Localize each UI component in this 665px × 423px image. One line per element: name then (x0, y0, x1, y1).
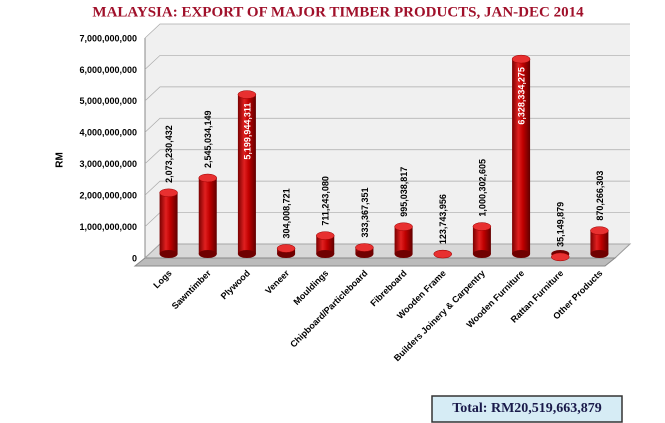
y-tick-label: 6,000,000,000 (79, 65, 137, 75)
y-tick-label: 2,000,000,000 (79, 191, 137, 201)
value-label: 1,000,302,605 (477, 159, 487, 217)
grid-line (144, 180, 630, 196)
grid-line (144, 86, 630, 102)
bar (512, 59, 531, 254)
bar-top (316, 231, 335, 240)
bar-top (511, 54, 531, 64)
floor-edge (133, 257, 617, 267)
bar-base (198, 250, 217, 258)
bar-top (237, 90, 257, 99)
grid-line (144, 149, 630, 164)
y-tick-label: 4,000,000,000 (79, 128, 137, 138)
bar-base (355, 250, 374, 258)
bar (159, 192, 178, 254)
x-tick-label: Chipboard/Particleboard (288, 268, 369, 349)
grid-line (144, 23, 630, 39)
y-tick-label: 5,000,000,000 (79, 96, 137, 106)
value-label: 5,199,944,311 (242, 103, 252, 160)
bar (590, 230, 609, 254)
y-tick-label: 7,000,000,000 (79, 33, 137, 43)
value-label: 123,743,956 (438, 194, 448, 244)
bar-base (237, 250, 256, 258)
bar-top (551, 252, 570, 262)
total: Total: RM20,519,663,879 (452, 401, 602, 416)
x-tick-label: Logs (151, 268, 173, 290)
back-wall (145, 24, 630, 258)
bar (316, 235, 335, 254)
x-tick-label: Fibreboard (368, 268, 408, 308)
y-tick-label: 0 (132, 253, 137, 263)
chart-title: MALAYSIA: EXPORT OF MAJOR TIMBER PRODUCT… (92, 4, 584, 20)
bar-base (316, 250, 335, 258)
grid-line (144, 117, 630, 133)
bar-base (394, 250, 413, 258)
bar-base (590, 250, 609, 258)
value-label: 2,073,230,432 (164, 125, 174, 183)
bar (198, 178, 217, 254)
y-tick-label: 3,000,000,000 (79, 159, 137, 169)
x-tick-label: Veneer (263, 268, 291, 296)
bar (472, 226, 491, 254)
bar-top (472, 222, 492, 231)
grid-line (144, 55, 630, 70)
bar-top (590, 226, 609, 235)
bar-top (276, 244, 296, 253)
x-tick-label: Plywood (219, 268, 252, 301)
bar (394, 226, 413, 254)
value-label: 870,266,303 (595, 171, 605, 221)
x-tick-label: Sawntimber (170, 268, 213, 311)
x-tick-label: Mouldings (291, 268, 330, 307)
total-box (431, 395, 623, 423)
bar-base (512, 250, 531, 258)
bar (237, 94, 256, 254)
bar-top (198, 173, 217, 183)
value-label: 711,243,080 (321, 176, 331, 226)
value-label: 2,545,034,149 (203, 110, 213, 168)
bar-top (433, 249, 452, 259)
bar-base (472, 250, 491, 258)
y-tick-label: 1,000,000,000 (79, 222, 137, 232)
bar-base (159, 250, 178, 258)
bar-top (159, 188, 178, 198)
bar-top (394, 222, 413, 231)
bar-top (355, 243, 374, 252)
value-label: 35,149,879 (556, 202, 566, 247)
value-label: 304,008,721 (281, 188, 291, 238)
y-axis-label: RM (55, 152, 66, 168)
value-label: 6,328,334,275 (516, 67, 526, 125)
value-label: 333,367,351 (360, 187, 370, 237)
value-label: 995,038,817 (399, 167, 409, 217)
